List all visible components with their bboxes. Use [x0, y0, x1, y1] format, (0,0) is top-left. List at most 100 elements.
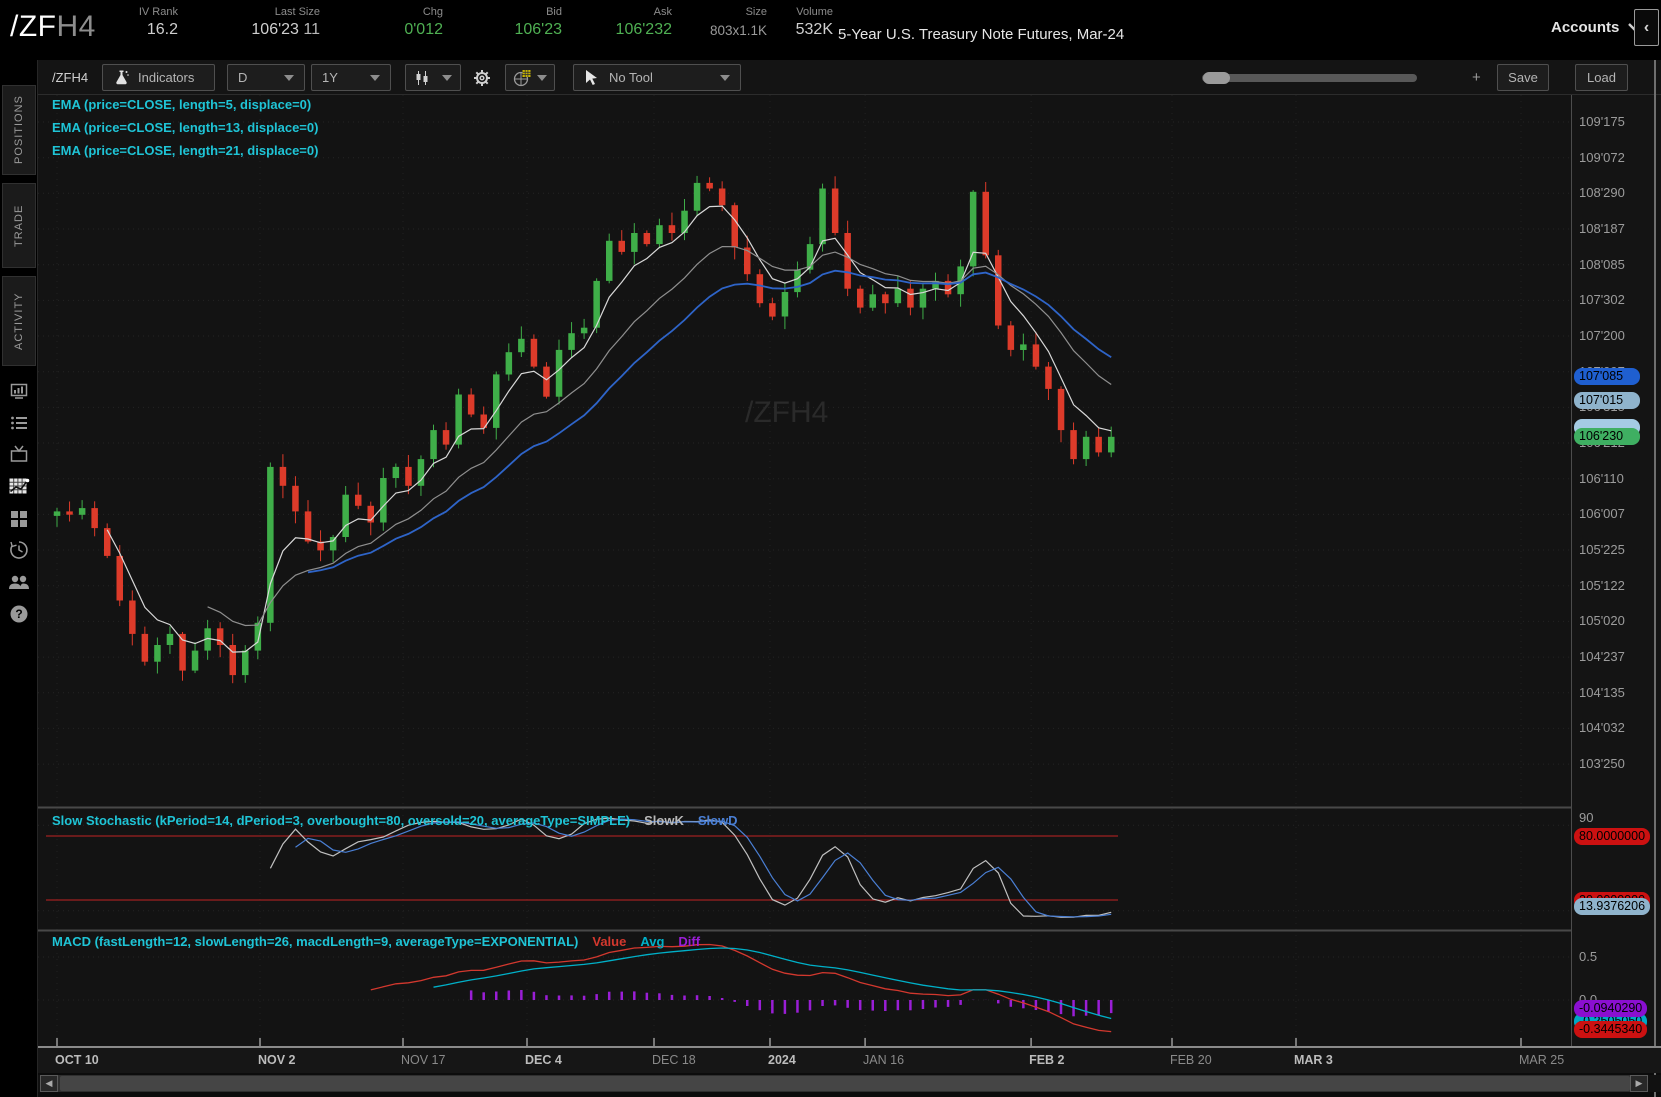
symbol-root: /ZF	[10, 10, 57, 43]
x-axis-label: 2024	[768, 1053, 796, 1067]
collapse-panel-button[interactable]: ‹	[1634, 9, 1659, 46]
globe-grid-icon	[513, 69, 531, 87]
macd-avg-legend: Avg	[640, 934, 664, 949]
candlestick-icon	[414, 70, 430, 86]
time-axis[interactable]: OCT 10NOV 2NOV 17DEC 4DEC 182024JAN 16FE…	[38, 1046, 1661, 1073]
price-axis-label: 108'187	[1579, 221, 1625, 236]
drawing-tool-dropdown[interactable]: No Tool	[573, 64, 741, 91]
sidebar-tab-positions[interactable]: POSITIONS	[2, 85, 36, 175]
price-axis[interactable]: 109'175109'072108'290108'187108'085107'3…	[1571, 95, 1661, 1046]
macd-study-label[interactable]: MACD (fastLength=12, slowLength=26, macd…	[52, 934, 700, 949]
zoom-in-button[interactable]: +	[1472, 69, 1481, 86]
price-axis-label: 107'200	[1579, 328, 1625, 343]
chevron-down-icon	[537, 75, 547, 81]
stoch-axis-label: 90	[1579, 810, 1593, 825]
sidebar-tab-trade[interactable]: TRADE	[2, 183, 36, 268]
x-axis-label: DEC 4	[525, 1053, 562, 1067]
gear-icon	[473, 69, 491, 87]
x-axis-label: MAR 25	[1519, 1053, 1564, 1067]
trading-platform: /ZFH4 IV Rank 16.2 Last Size 106'23 11 C…	[0, 0, 1661, 1097]
price-axis-label: 104'135	[1579, 685, 1625, 700]
right-edge-divider	[1654, 60, 1656, 1097]
chevron-down-icon	[284, 75, 294, 81]
chevron-left-icon: ‹	[1644, 19, 1649, 37]
stat-iv-rank: IV Rank 16.2	[110, 6, 178, 39]
scrollbar-thumb[interactable]	[60, 1076, 1630, 1091]
zoom-slider[interactable]	[1202, 74, 1417, 82]
x-axis-label: FEB 2	[1029, 1053, 1064, 1067]
symbol-title: /ZFH4	[10, 10, 96, 44]
slowd-legend: SlowD	[698, 813, 738, 828]
macd-value-legend: Value	[592, 934, 626, 949]
symbol-month: H4	[57, 10, 96, 43]
dashboard-grid-icon[interactable]	[8, 508, 30, 530]
indicators-button[interactable]: Indicators	[102, 64, 215, 91]
scroll-right-button[interactable]: ▶	[1630, 1075, 1648, 1092]
ema13-study-label[interactable]: EMA (price=CLOSE, length=13, displace=0)	[52, 120, 318, 135]
contract-description: 5-Year U.S. Treasury Note Futures, Mar-2…	[838, 26, 1124, 43]
scroll-left-button[interactable]: ◀	[40, 1075, 58, 1092]
chart-canvas[interactable]: /ZFH4	[38, 95, 1571, 1046]
news-monitor-icon[interactable]	[8, 380, 30, 402]
ema5-study-label[interactable]: EMA (price=CLOSE, length=5, displace=0)	[52, 97, 311, 112]
tv-icon[interactable]	[8, 443, 30, 465]
price-axis-label: 105'225	[1579, 542, 1625, 557]
chevron-down-icon	[370, 75, 380, 81]
price-axis-label: 109'072	[1579, 150, 1625, 165]
x-axis-label: OCT 10	[55, 1053, 99, 1067]
stoch-axis-bubble: 80.0000000	[1574, 828, 1650, 845]
toolbar-symbol-label: /ZFH4	[52, 70, 88, 85]
sidebar-tab-activity[interactable]: ACTIVITY	[2, 276, 36, 366]
history-clock-icon[interactable]	[8, 539, 30, 561]
save-button[interactable]: Save	[1497, 64, 1549, 91]
stoch-axis-bubble: 13.9376206	[1574, 898, 1650, 915]
help-icon[interactable]: ?	[8, 603, 30, 625]
price-axis-label: 104'237	[1579, 649, 1625, 664]
slowk-legend: SlowK	[644, 813, 684, 828]
stat-bid: Bid 106'23	[492, 6, 562, 39]
stat-chg: Chg 0'012	[373, 6, 443, 39]
chart-type-dropdown[interactable]	[405, 64, 461, 91]
chart-settings-button[interactable]	[469, 64, 495, 91]
stat-ask: Ask 106'232	[594, 6, 672, 39]
price-axis-label: 103'250	[1579, 756, 1625, 771]
accounts-dropdown[interactable]: Accounts	[1551, 19, 1642, 36]
stat-volume: Volume 532K	[773, 6, 833, 39]
x-axis-label: NOV 2	[258, 1053, 296, 1067]
macd-axis-bubble: -0.0940290	[1574, 1000, 1647, 1017]
load-button[interactable]: Load	[1575, 64, 1628, 91]
chart-icon[interactable]	[8, 476, 30, 498]
price-axis-label: 105'122	[1579, 578, 1625, 593]
svg-text:?: ?	[15, 607, 22, 621]
chart-scrollbar: ◀ ▶	[38, 1075, 1661, 1092]
price-axis-bubble: 107'085	[1574, 368, 1640, 385]
stochastic-study-label[interactable]: Slow Stochastic (kPeriod=14, dPeriod=3, …	[52, 813, 738, 828]
sidebar: POSITIONS TRADE ACTIVITY ?	[0, 60, 38, 1097]
timeframe-dropdown[interactable]: D	[227, 64, 305, 91]
price-axis-label: 105'020	[1579, 613, 1625, 628]
price-axis-label: 108'085	[1579, 257, 1625, 272]
header: /ZFH4 IV Rank 16.2 Last Size 106'23 11 C…	[0, 0, 1661, 60]
zoom-slider-handle[interactable]	[1203, 72, 1230, 84]
svg-text:/ZFH4: /ZFH4	[745, 396, 828, 429]
x-axis-label: NOV 17	[401, 1053, 445, 1067]
watchlist-icon[interactable]	[8, 412, 30, 434]
macd-diff-legend: Diff	[678, 934, 700, 949]
range-dropdown[interactable]: 1Y	[311, 64, 391, 91]
price-axis-label: 109'175	[1579, 114, 1625, 129]
scrollbar-track[interactable]	[40, 1075, 1648, 1092]
arrow-right-icon: ▶	[1636, 1078, 1643, 1089]
cursor-icon	[584, 69, 599, 86]
ema21-study-label[interactable]: EMA (price=CLOSE, length=21, displace=0)	[52, 143, 318, 158]
chart-style-dropdown[interactable]	[505, 64, 555, 91]
candlestick-chart: /ZFH4	[38, 95, 1571, 1046]
price-axis-label: 106'110	[1579, 471, 1624, 486]
chevron-down-icon	[442, 75, 452, 81]
price-axis-label: 104'032	[1579, 720, 1625, 735]
community-icon[interactable]	[8, 571, 30, 593]
price-axis-label: 107'302	[1579, 292, 1625, 307]
x-axis-label: JAN 16	[863, 1053, 904, 1067]
macd-axis-label: 0.5	[1579, 949, 1597, 964]
price-axis-bubble: 106'230	[1574, 428, 1640, 445]
arrow-left-icon: ◀	[46, 1078, 53, 1089]
